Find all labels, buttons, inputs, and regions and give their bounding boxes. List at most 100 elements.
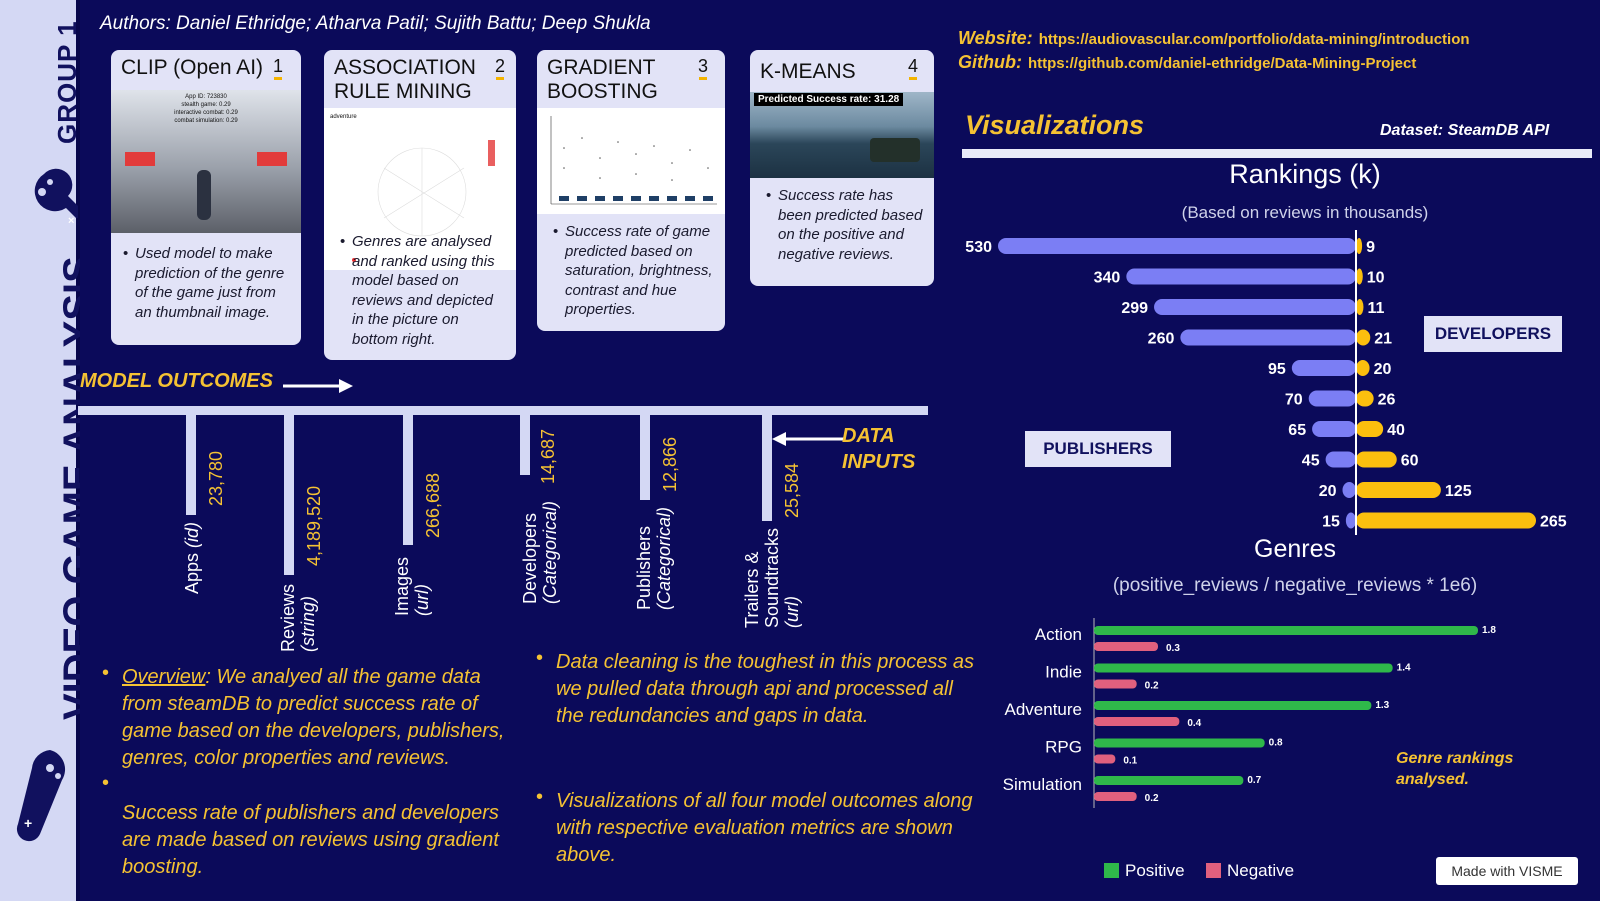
developer-value: 60 bbox=[1401, 453, 1419, 470]
legend-positive: Positive bbox=[1104, 861, 1185, 881]
genre-label: Action bbox=[1035, 625, 1082, 644]
authors-line: Authors: Daniel Ethridge; Atharva Patil;… bbox=[100, 13, 651, 34]
developer-bar bbox=[1356, 512, 1536, 529]
genres-chart: Action 1.8 0.3 Indie 1.4 0.2 Adventure 1.3 0.4 RP… bbox=[1003, 618, 1496, 808]
gamepad-icon: × bbox=[34, 168, 78, 227]
model-card-clip: CLIP (Open AI) 1 App ID: 723830 stealth … bbox=[111, 50, 301, 345]
developer-value: 40 bbox=[1387, 422, 1405, 439]
card-description: Success rate has been predicted based on… bbox=[766, 186, 928, 264]
developer-bar bbox=[1356, 482, 1441, 498]
timeline-tick bbox=[403, 415, 413, 545]
publisher-value: 340 bbox=[1094, 270, 1121, 287]
developer-bar bbox=[1356, 451, 1397, 468]
developer-value: 9 bbox=[1366, 239, 1375, 256]
publisher-bar bbox=[1308, 390, 1356, 407]
developer-bar bbox=[1356, 268, 1363, 285]
positive-bar bbox=[1094, 701, 1372, 710]
negative-value: 0.1 bbox=[1123, 756, 1137, 767]
model-card-association-rules: ASSOCIATION RULE MINING 2 adventure Genr… bbox=[324, 50, 516, 360]
visualizations-title: Visualizations bbox=[965, 110, 1145, 140]
genre-note: Genre rankings analysed. bbox=[1396, 750, 1514, 788]
genres-subtitle: (positive_reviews / negative_reviews * 1… bbox=[1112, 575, 1478, 596]
arrow-right-icon bbox=[283, 379, 353, 393]
overlay-line: stealth game: 0.29 bbox=[181, 102, 231, 108]
input-label: Apps (id) bbox=[182, 521, 202, 594]
publisher-value: 70 bbox=[1285, 392, 1303, 409]
input-label: Images (url) bbox=[392, 556, 432, 616]
input-value: 14,687 bbox=[538, 428, 558, 484]
dataset-label: Dataset: SteamDB API bbox=[1380, 122, 1550, 139]
genres-title: Genres bbox=[1254, 535, 1336, 563]
negative-bar bbox=[1094, 754, 1116, 764]
model-card-gradient-boosting: GRADIENT BOOSTING 3 Success rate of game… bbox=[537, 50, 725, 331]
input-label: Trailers & Soundtracks (url) bbox=[742, 527, 802, 628]
website-link[interactable]: Website: https://audiovascular.com/portfo… bbox=[958, 28, 1470, 48]
positive-value: 1.8 bbox=[1482, 625, 1496, 636]
rankings-subtitle: (Based on reviews in thousands) bbox=[1181, 203, 1429, 222]
card-title: GRADIENT BOOSTING bbox=[547, 56, 658, 103]
developer-value: 10 bbox=[1367, 270, 1385, 287]
negative-value: 0.4 bbox=[1187, 718, 1201, 729]
overlay-line: adventure bbox=[330, 114, 357, 120]
gamepad-icon: + bbox=[16, 750, 66, 842]
arrow-left-icon bbox=[772, 432, 844, 446]
input-label: Publishers (Categorical) bbox=[634, 506, 674, 610]
positive-bar bbox=[1094, 776, 1244, 785]
overview-label: Overview bbox=[122, 666, 206, 688]
publisher-value: 299 bbox=[1121, 300, 1148, 317]
publisher-value: 45 bbox=[1302, 453, 1320, 470]
game-thumbnail: App ID: 723830 stealth game: 0.29 intera… bbox=[111, 90, 301, 233]
model-card-kmeans: K-MEANS 4 Predicted Success rate: 31.28 … bbox=[750, 50, 934, 286]
positive-value: 1.3 bbox=[1375, 700, 1389, 711]
positive-value: 1.4 bbox=[1397, 663, 1411, 674]
developer-value: 265 bbox=[1540, 514, 1567, 531]
developer-bar bbox=[1356, 329, 1371, 346]
negative-bar bbox=[1094, 717, 1180, 726]
group-label: GROUP 1 bbox=[52, 20, 82, 144]
genre-label: Adventure bbox=[1005, 700, 1083, 719]
publisher-bar bbox=[1342, 482, 1356, 498]
success-paragraph: • Success rate of publishers and develope… bbox=[102, 772, 499, 878]
publisher-bar bbox=[1154, 299, 1356, 315]
card-number: 3 bbox=[698, 56, 709, 80]
publisher-value: 260 bbox=[1148, 331, 1175, 348]
publisher-value: 65 bbox=[1288, 422, 1306, 439]
developers-tag: DEVELOPERS bbox=[1424, 316, 1562, 352]
timeline-bar bbox=[78, 406, 928, 415]
negative-bar bbox=[1094, 792, 1137, 801]
card-title: ASSOCIATION RULE MINING bbox=[334, 56, 476, 103]
overview-paragraph: • Overview: We analyed all the game data … bbox=[102, 662, 505, 769]
genre-label: RPG bbox=[1045, 738, 1082, 757]
visme-badge[interactable]: Made with VISME bbox=[1436, 857, 1578, 885]
svg-text:×: × bbox=[68, 215, 74, 227]
publisher-value: 20 bbox=[1319, 483, 1337, 500]
svg-text:+: + bbox=[24, 815, 32, 831]
legend-negative: Negative bbox=[1206, 861, 1294, 881]
developer-bar bbox=[1356, 360, 1370, 376]
negative-value: 0.2 bbox=[1145, 793, 1159, 804]
card-description: Used model to make prediction of the gen… bbox=[123, 244, 291, 322]
developer-bar bbox=[1356, 299, 1364, 315]
card-number: 1 bbox=[273, 56, 284, 80]
developer-value: 26 bbox=[1378, 392, 1396, 409]
developer-bar bbox=[1356, 421, 1384, 437]
cleaning-paragraph: • Data cleaning is the toughest in this p… bbox=[536, 647, 975, 727]
publisher-bar bbox=[998, 238, 1356, 254]
card-number: 4 bbox=[908, 56, 919, 80]
visualizations-paragraph: • Visualizations of all four model outcom… bbox=[536, 786, 973, 866]
publisher-bar bbox=[1312, 421, 1356, 437]
section-divider bbox=[962, 149, 1592, 158]
publisher-value: 15 bbox=[1322, 514, 1340, 531]
github-link[interactable]: Github: https://github.com/daniel-ethridg… bbox=[958, 52, 1417, 72]
publishers-tag: PUBLISHERS bbox=[1025, 431, 1171, 467]
timeline-tick bbox=[186, 415, 196, 515]
positive-bar bbox=[1094, 738, 1265, 748]
developer-bar bbox=[1356, 238, 1363, 254]
overlay-line: interactive combat: 0.29 bbox=[174, 110, 238, 116]
model-outcomes-label: MODEL OUTCOMES bbox=[80, 370, 273, 392]
card-description: Success rate of game predicted based on … bbox=[553, 222, 717, 320]
input-value: 12,866 bbox=[660, 436, 680, 492]
developer-value: 21 bbox=[1374, 331, 1392, 348]
